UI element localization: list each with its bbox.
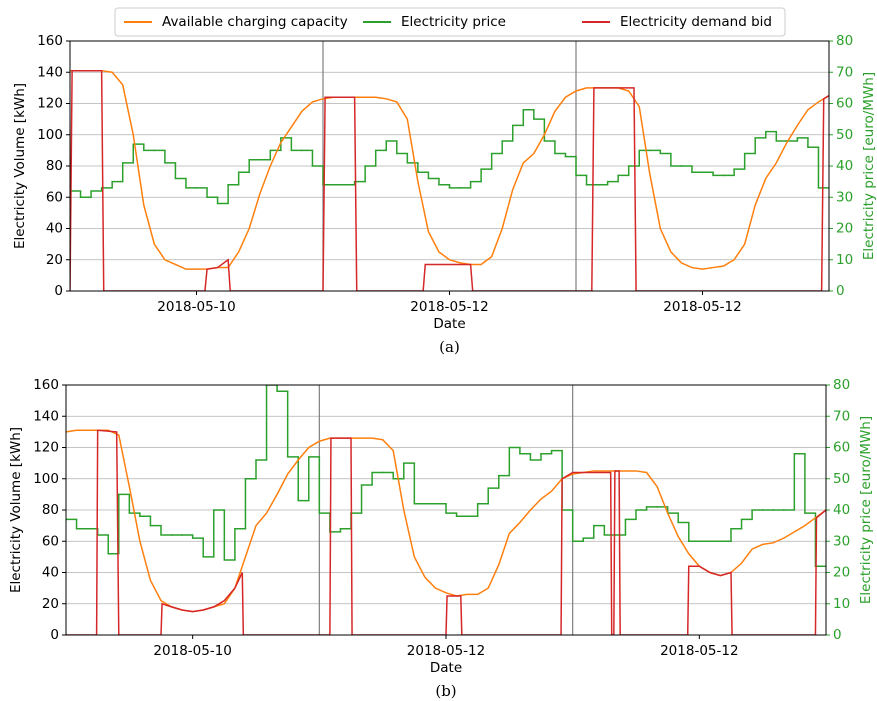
y2-axis-label: Electricity price [euro/MWh] — [861, 72, 877, 260]
caption: (b) — [435, 682, 456, 700]
x-tick-label: 2018-05-12 — [407, 643, 485, 659]
y2-tick-label: 20 — [836, 221, 853, 237]
y2-tick-label: 80 — [833, 377, 850, 393]
y-tick-label: 120 — [37, 96, 63, 112]
y-tick-label: 60 — [42, 533, 59, 549]
y2-tick-label: 60 — [836, 96, 853, 112]
y2-tick-label: 70 — [836, 64, 853, 80]
y-tick-label: 160 — [37, 33, 63, 49]
y-axis-label: Electricity Volume [kWh] — [12, 83, 28, 249]
x-tick-label: 2018-05-12 — [660, 643, 738, 659]
legend-label: Electricity price — [401, 14, 506, 30]
y2-tick-label: 30 — [836, 189, 853, 205]
series-line — [66, 429, 826, 635]
x-tick-label: 2018-05-10 — [153, 643, 231, 659]
y2-tick-label: 30 — [833, 533, 850, 549]
y-tick-label: 140 — [37, 64, 63, 80]
y-tick-label: 140 — [33, 408, 59, 424]
legend-box — [114, 7, 786, 37]
x-axis-label: Date — [433, 316, 465, 332]
y2-tick-label: 60 — [833, 440, 850, 456]
plot-frame — [65, 384, 827, 636]
legend-label: Electricity demand bid — [620, 14, 772, 30]
y-tick-label: 80 — [46, 158, 63, 174]
x-tick-label: 2018-05-12 — [663, 299, 741, 315]
y-tick-label: 120 — [33, 440, 59, 456]
y-tick-label: 60 — [46, 189, 63, 205]
y-tick-label: 160 — [33, 377, 59, 393]
caption: (a) — [439, 338, 460, 356]
y2-tick-label: 70 — [833, 408, 850, 424]
y-tick-label: 80 — [42, 502, 59, 518]
y2-tick-label: 50 — [836, 127, 853, 143]
y-tick-label: 20 — [46, 252, 63, 268]
y-tick-label: 0 — [54, 283, 63, 299]
y-tick-label: 20 — [42, 596, 59, 612]
y2-tick-label: 10 — [836, 252, 853, 268]
plot-frame — [69, 40, 830, 292]
legend-label: Available charging capacity — [162, 14, 348, 30]
series-line — [70, 69, 829, 291]
series-line — [70, 69, 829, 270]
y2-tick-label: 40 — [833, 502, 850, 518]
series-line — [66, 429, 826, 613]
y-tick-label: 100 — [37, 127, 63, 143]
y2-axis-label: Electricity price [euro/MWh] — [858, 416, 874, 604]
y-axis-label: Electricity Volume [kWh] — [8, 427, 24, 593]
y2-tick-label: 50 — [833, 471, 850, 487]
y2-tick-label: 40 — [836, 158, 853, 174]
x-tick-label: 2018-05-10 — [157, 299, 235, 315]
y2-tick-label: 80 — [836, 33, 853, 49]
y2-tick-label: 0 — [836, 283, 845, 299]
y2-tick-label: 20 — [833, 565, 850, 581]
y-tick-label: 100 — [33, 471, 59, 487]
y2-tick-label: 10 — [833, 596, 850, 612]
y2-tick-label: 0 — [833, 627, 842, 643]
x-axis-label: Date — [430, 660, 462, 676]
y-tick-label: 0 — [50, 627, 59, 643]
y-tick-label: 40 — [42, 565, 59, 581]
y-tick-label: 40 — [46, 221, 63, 237]
x-tick-label: 2018-05-12 — [410, 299, 488, 315]
